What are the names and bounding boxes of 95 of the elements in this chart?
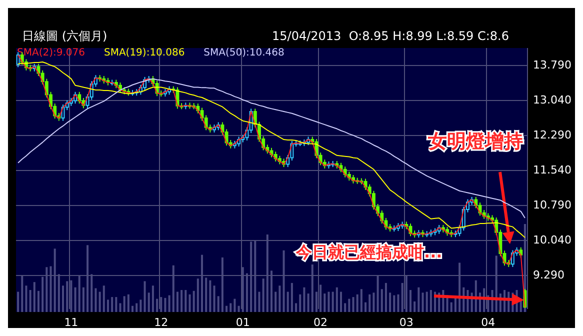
bar [418, 287, 420, 312]
bar [164, 298, 166, 312]
bar [474, 280, 477, 312]
bar [29, 290, 32, 312]
y-tick-label: 9.290 [533, 268, 564, 282]
bar [328, 292, 330, 312]
bar [136, 303, 138, 312]
bar [213, 286, 216, 312]
bar [82, 287, 84, 312]
bar [336, 287, 338, 312]
text: 15/04/2013 O:8.95 H:8.99 L:8.59 C:8.6 [272, 29, 510, 43]
bar [123, 296, 126, 312]
bar [389, 292, 392, 312]
bar [352, 297, 354, 312]
bar [348, 298, 350, 312]
y-tick-label: 11.540 [533, 163, 572, 176]
bar [144, 281, 146, 312]
bar [98, 292, 101, 312]
bar [226, 306, 228, 312]
text: SMA(50):10.468 [204, 48, 284, 58]
y-tick-label: 10.790 [533, 198, 572, 212]
chart-subtitle: 日線圖 (六個月) [22, 29, 108, 43]
bar [25, 286, 28, 312]
bar [290, 282, 293, 312]
bar [450, 302, 452, 312]
bar [393, 295, 396, 312]
bar [230, 303, 232, 312]
bar [332, 292, 334, 312]
x-tick-label: 01 [236, 316, 250, 329]
bar [168, 295, 170, 312]
bar [356, 294, 358, 312]
bar [397, 294, 400, 312]
y-tick-label: 13.790 [533, 58, 572, 72]
bar [62, 286, 64, 312]
bar [180, 290, 183, 312]
bar [426, 292, 428, 312]
series-label: SMA(2):9.076 [17, 48, 85, 58]
bar [17, 292, 20, 312]
bar [176, 292, 178, 312]
bar [188, 294, 191, 312]
bar [295, 303, 298, 312]
y-tick-label: 12.290 [533, 128, 572, 142]
bar [262, 278, 264, 312]
y-tick-label: 10.040 [533, 233, 572, 246]
bar [234, 298, 236, 312]
bar [299, 294, 302, 312]
bar [303, 287, 306, 312]
bar [119, 303, 122, 312]
bar [152, 286, 154, 312]
bar [94, 288, 97, 312]
bar [384, 282, 387, 312]
bar [132, 306, 134, 312]
bar [422, 292, 424, 312]
bar [140, 300, 142, 312]
bar [184, 290, 187, 312]
candlestick [224, 128, 228, 146]
annotation: 女明燈增持 [427, 130, 523, 152]
text: SMA(19):10.086 [104, 48, 185, 58]
bar [430, 290, 432, 312]
x-tick-label: 11 [64, 316, 78, 329]
bar [217, 296, 220, 312]
bar [106, 300, 109, 312]
x-tick-label: 03 [399, 316, 414, 329]
bar [286, 292, 289, 312]
bar [192, 290, 195, 312]
y-tick-label: 13.040 [533, 93, 572, 106]
bar [274, 292, 277, 312]
bar [37, 290, 40, 312]
line-series [18, 78, 526, 218]
bar [372, 292, 375, 312]
annotation: 今日就已經搞成咁... [295, 242, 442, 262]
bar [324, 294, 326, 312]
bar [209, 280, 212, 312]
bar [454, 297, 456, 312]
bar [307, 294, 310, 312]
bar [344, 303, 346, 312]
bar [74, 287, 76, 312]
bar [278, 286, 281, 312]
bar [102, 286, 105, 312]
bar [33, 282, 36, 312]
bar [414, 301, 416, 312]
bar [368, 294, 371, 312]
bar [380, 289, 383, 312]
bar [115, 297, 118, 312]
bar [111, 297, 114, 312]
bar [148, 292, 150, 312]
bar [340, 292, 342, 312]
bar [258, 292, 260, 312]
x-tick-label: 12 [154, 316, 168, 329]
x-tick-label: 04 [481, 316, 496, 329]
x-tick-label: 02 [314, 316, 328, 329]
bar [409, 290, 412, 312]
bar [360, 289, 362, 312]
bar [364, 302, 367, 312]
bar [196, 278, 199, 312]
